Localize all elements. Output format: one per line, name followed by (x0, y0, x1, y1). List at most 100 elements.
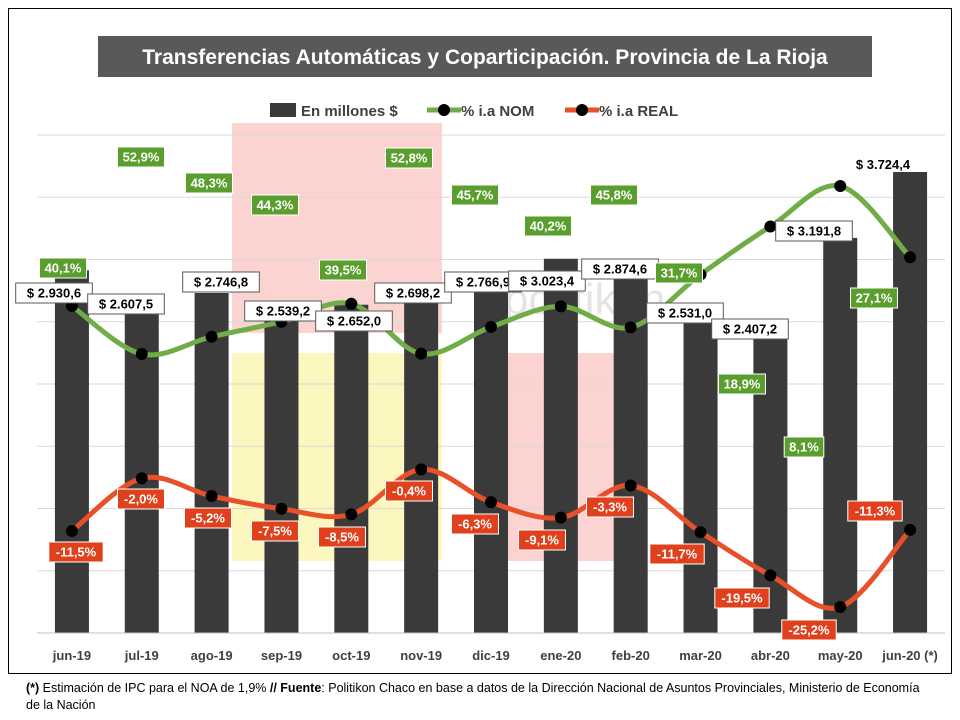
real-value-label-text: -0,4% (392, 484, 426, 499)
point-real (904, 523, 917, 536)
title-background (98, 36, 872, 77)
real-value-label-text: -11,7% (657, 547, 698, 562)
real-value-label-box (117, 488, 165, 510)
point-real (345, 508, 358, 521)
bar-value-label-text: $ 3.023,4 (520, 274, 575, 289)
nom-value-label-box (385, 147, 433, 169)
point-nom (624, 321, 637, 334)
bar (474, 290, 508, 633)
bar-value-label-text: $ 2.930,6 (27, 286, 81, 301)
point-nom (834, 180, 847, 192)
real-value-label-box (518, 529, 566, 551)
real-value-label: -8,5% (318, 526, 366, 548)
nom-value-label-text: 31,7% (661, 266, 698, 281)
real-value-label-text: -9,1% (525, 533, 559, 548)
footnote-source-label: // Fuente (269, 681, 322, 695)
real-value-label: -6,3% (451, 513, 499, 535)
bar-value-label-text: $ 2.698,2 (386, 286, 440, 301)
real-value-label-text: -8,5% (325, 530, 359, 545)
nom-value-label-text: 40,1% (45, 261, 82, 276)
legend-swatch-bars (270, 103, 296, 117)
nom-value-label: 52,8% (385, 147, 433, 169)
bar-value-label: $ 2.652,0 (315, 310, 393, 332)
real-value-label-text: -5,2% (191, 511, 225, 526)
bar-value-label-text: $ 2.874,6 (593, 262, 647, 277)
real-value-label: -25,2% (781, 619, 837, 641)
real-value-label-text: -3,3% (593, 500, 627, 515)
bar-value-label-box (374, 282, 452, 304)
nom-value-label-text: 39,5% (325, 263, 362, 278)
bar (194, 293, 229, 633)
nom-value-label-text: 48,3% (191, 176, 228, 191)
real-value-label-box (184, 507, 232, 529)
nom-value-label-text: 27,1% (856, 291, 893, 306)
bar (683, 319, 718, 633)
x-tick-label: feb-20 (612, 648, 650, 663)
footnote-text-2: : Politikon Chaco en base a datos de la … (26, 681, 920, 712)
bar-value-label: $ 2.874,6 (581, 258, 659, 280)
bar (334, 304, 369, 633)
nom-value-label-box (590, 184, 638, 206)
real-value-label-text: -2,0% (124, 492, 158, 507)
real-value-label-box (781, 619, 837, 641)
x-tick-label: jun-20 (*) (881, 648, 938, 663)
real-value-label-box (385, 480, 433, 502)
bar-value-label-text: $ 3.191,8 (787, 224, 841, 239)
real-value-label-box (251, 520, 299, 542)
x-tick-label: oct-19 (332, 648, 370, 663)
real-value-label: -11,7% (649, 543, 705, 565)
nom-value-label-box (718, 373, 766, 395)
chart-svg: politikon$ 2.930,6$ 2.607,5$ 2.746,8$ 2.… (15, 36, 945, 663)
real-value-label-text: -11,3% (855, 504, 896, 519)
real-value-label-box (48, 541, 104, 563)
bar (543, 258, 578, 633)
bar-value-label-box (775, 220, 853, 242)
point-real (205, 490, 218, 503)
point-nom (345, 297, 358, 310)
point-real (834, 601, 847, 613)
real-value-label: -11,3% (847, 500, 903, 522)
nom-value-label: 45,7% (451, 184, 499, 206)
point-real (65, 525, 78, 537)
nom-value-label-text: 18,9% (724, 377, 761, 392)
nom-value-label-box (185, 172, 233, 194)
real-value-label-text: -25,2% (788, 623, 830, 638)
real-value-label-text: -11,5% (56, 545, 97, 560)
nom-value-label-text: 52,8% (391, 151, 428, 166)
real-value-label: -0,4% (385, 480, 433, 502)
x-tick-label: dic-19 (472, 648, 510, 663)
real-value-label-text: -19,5% (721, 591, 763, 606)
point-nom (485, 321, 497, 333)
nom-value-label: 39,5% (319, 259, 367, 281)
point-nom (904, 251, 917, 264)
nom-value-label-text: 44,3% (257, 198, 294, 213)
point-real (485, 496, 497, 509)
nom-value-label-box (319, 259, 367, 281)
x-tick-label: nov-19 (400, 648, 442, 663)
bar-value-label-box (182, 271, 260, 293)
nom-value-label-text: 40,2% (530, 219, 567, 234)
nom-value-label: 52,9% (117, 146, 165, 168)
bar-value-label-text: $ 2.746,8 (194, 275, 248, 290)
point-real (554, 511, 567, 524)
bar-value-label: $ 3.724,4 (856, 157, 911, 172)
nom-value-label: 44,3% (251, 194, 299, 216)
point-nom (554, 300, 567, 313)
bar (264, 318, 299, 633)
point-real (764, 569, 777, 582)
bar-value-label-box (315, 310, 393, 332)
real-value-label: -11,5% (48, 541, 104, 563)
nom-value-label-box (850, 287, 898, 309)
legend-label-real: % i.a REAL (599, 103, 678, 120)
bar (893, 172, 928, 633)
nom-value-label-box (39, 257, 87, 279)
bar-value-label: $ 2.698,2 (374, 282, 452, 304)
legend-marker-real (576, 104, 588, 116)
nom-value-label: 40,2% (524, 215, 572, 237)
point-nom (205, 330, 218, 343)
bar-value-label: $ 2.607,5 (87, 293, 165, 315)
footnote-text-1: Estimación de IPC para el NOA de 1,9% (39, 681, 270, 695)
bar-value-label-text: $ 2.531,0 (658, 306, 712, 321)
nom-value-label: 45,8% (590, 184, 638, 206)
point-real (275, 502, 288, 515)
